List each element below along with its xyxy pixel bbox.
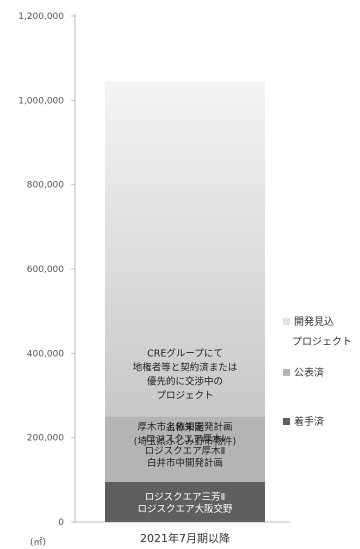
legend-swatch <box>283 418 290 425</box>
y-tick-label: 800,000 <box>27 181 64 191</box>
legend-label: 公表済 <box>294 366 324 379</box>
unit-label: (㎡) <box>30 537 46 548</box>
legend-label: 開発見込 <box>294 315 334 328</box>
segment-label-announced-unnamed: 名称未定 <box>166 422 205 434</box>
segment-label-announced-unnamed: (埼玉県ふじみ野市物件) <box>134 436 236 448</box>
segment-label-announced: 白井市中開発計画 <box>147 457 223 469</box>
segment-labels: ロジスクエア三芳Ⅱロジスクエア大阪交野厚木市上依知開発計画ロジスクエア厚木Ⅰロジ… <box>133 348 238 515</box>
segment-label-prospective: CREグループにて <box>147 348 223 360</box>
y-tick-label: 0 <box>58 518 64 528</box>
legend-swatch <box>283 318 290 325</box>
segment-label-prospective: プロジェクト <box>156 391 213 402</box>
y-tick-label: 600,000 <box>27 265 64 275</box>
y-tick-label: 1,200,000 <box>18 12 64 22</box>
x-category-label: 2021年7月期以降 <box>140 531 230 545</box>
segment-label-prospective: 地権者等と契約済または <box>133 362 238 374</box>
segment-label-prospective: 優先的に交渉中の <box>147 376 223 388</box>
y-tick-label: 400,000 <box>27 349 64 359</box>
segment-label-started: ロジスクエア大阪交野 <box>137 503 233 515</box>
bar-segments <box>105 81 265 522</box>
y-tick-labels: 0 200,000 400,000 600,000 800,000 1,000,000 1,… <box>18 12 75 528</box>
segment-label-announced: ロジスクエア厚木Ⅱ <box>145 445 226 457</box>
bar-segment-prospective <box>105 81 265 417</box>
y-tick-label: 1,000,000 <box>18 96 64 106</box>
segment-label-announced: ロジスクエア厚木Ⅰ <box>146 433 225 445</box>
segment-label-announced: 厚木市上依知開発計画 <box>137 421 232 433</box>
segment-label-started: ロジスクエア三芳Ⅱ <box>145 491 226 503</box>
y-tick-label: 200,000 <box>27 434 64 444</box>
legend-label: プロジェクト <box>292 336 352 348</box>
bar-segment-started <box>105 481 265 522</box>
bar-segment-announced <box>105 416 265 482</box>
legend-swatch <box>283 369 290 376</box>
legend-label: 着手済 <box>294 415 324 428</box>
